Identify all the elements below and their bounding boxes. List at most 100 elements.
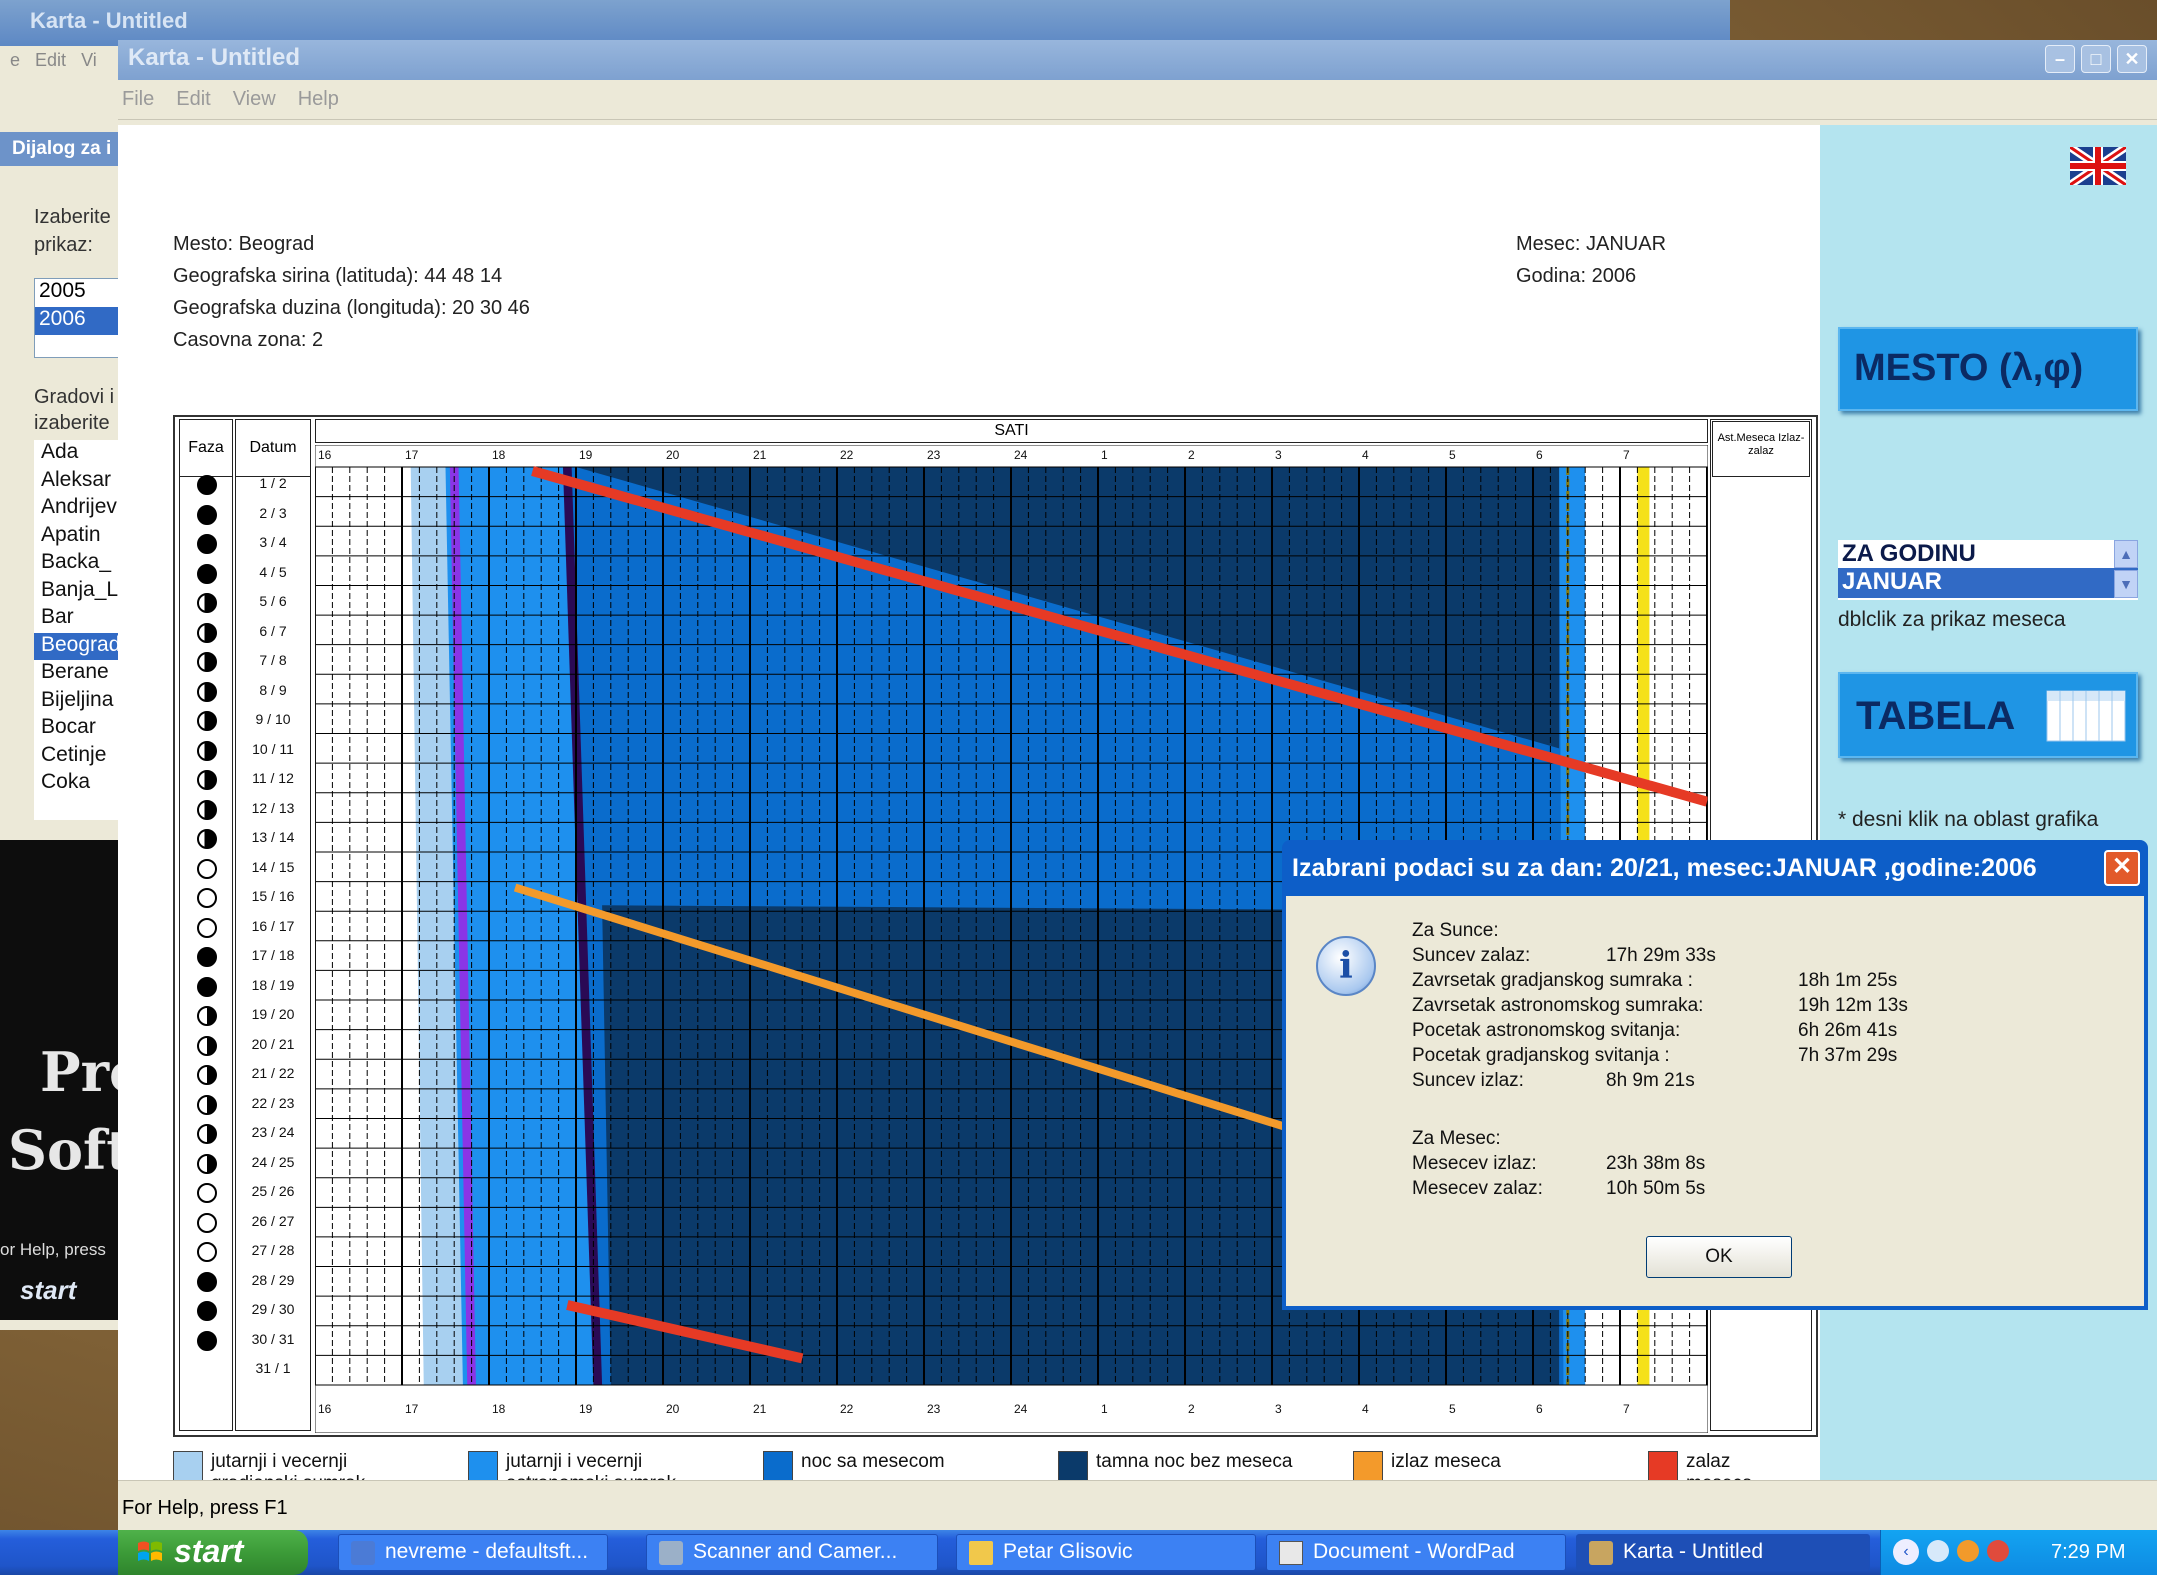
menu-edit[interactable]: Edit xyxy=(176,88,211,110)
task-scanner[interactable]: Scanner and Camer... xyxy=(646,1534,938,1571)
task-nevreme[interactable]: nevreme - defaultsft... xyxy=(338,1534,608,1571)
moon-phase-icon xyxy=(197,1065,217,1085)
city-item[interactable]: Bocar xyxy=(41,715,96,738)
background-dialog-title: Dijalog za i xyxy=(0,132,120,166)
moon-phase-icon xyxy=(197,711,217,731)
bg-menu-edit[interactable]: Edit xyxy=(35,50,67,70)
antivirus-icon[interactable] xyxy=(1957,1540,1979,1562)
task-wordpad[interactable]: Document - WordPad xyxy=(1266,1534,1566,1571)
dialog-title: Izabrani podaci su za dan: 20/21, mesec:… xyxy=(1292,854,2037,882)
taskbar: start nevreme - defaultsft... Scanner an… xyxy=(0,1530,2157,1575)
city-item[interactable]: Bar xyxy=(41,605,74,628)
scroll-down-icon[interactable]: ▼ xyxy=(2114,570,2138,598)
city-item[interactable]: Backa_ xyxy=(41,550,112,573)
menu-bar: File Edit View Help xyxy=(118,80,2157,120)
hour-tick-label: 19 xyxy=(579,1402,593,1416)
city-item[interactable]: Andrijev xyxy=(41,495,117,518)
close-icon[interactable]: ✕ xyxy=(2104,850,2140,886)
legend-label: tamna noc bez meseca xyxy=(1096,1451,1293,1472)
astro-dusk-line xyxy=(562,467,603,1385)
legend-label: izlaz meseca xyxy=(1391,1451,1501,1472)
hour-tick-label: 16 xyxy=(318,448,332,462)
zavrsetak-astronomskog-label: Zavrsetak astronomskog sumraka: xyxy=(1412,995,1704,1016)
moon-phase-icon xyxy=(197,1035,217,1056)
network-icon[interactable] xyxy=(1927,1540,1949,1562)
date-label: 14 / 15 xyxy=(251,858,295,875)
selected-data-dialog: Izabrani podaci su za dan: 20/21, mesec:… xyxy=(1282,840,2148,1310)
task-karta[interactable]: Karta - Untitled xyxy=(1576,1534,1870,1571)
menu-view[interactable]: View xyxy=(232,88,276,110)
date-label: 6 / 7 xyxy=(259,622,287,639)
minimize-icon[interactable]: – xyxy=(2045,45,2075,73)
city-list[interactable]: Ada Aleksar Andrijev Apatin Backa_ Banja… xyxy=(34,440,120,820)
city-item[interactable]: Banja_L xyxy=(41,577,119,601)
chevron-left-icon[interactable]: ‹ xyxy=(1893,1539,1919,1565)
tabela-button[interactable]: TABELA xyxy=(1838,672,2138,758)
bg-menu-file[interactable]: e xyxy=(10,50,21,70)
main-window-title: Karta - Untitled xyxy=(128,44,301,71)
city-item[interactable]: Apatin xyxy=(41,522,101,546)
moon-phase-icon xyxy=(197,534,217,554)
background-start-text: start xyxy=(20,1275,77,1305)
moon-phase-icon xyxy=(197,799,217,820)
menu-file[interactable]: File xyxy=(122,88,155,110)
year-item-2006[interactable]: 2006 xyxy=(35,307,119,335)
start-button[interactable]: start xyxy=(118,1530,308,1575)
hour-tick-label: 7 xyxy=(1623,1402,1630,1416)
task-folder[interactable]: Petar Glisovic xyxy=(956,1534,1256,1571)
date-label: 7 / 8 xyxy=(259,652,287,668)
clock[interactable]: 7:29 PM xyxy=(2051,1541,2126,1563)
pocetak-astronomskog-label: Pocetak astronomskog svitanja: xyxy=(1412,1020,1681,1041)
mesecev-izlaz-value: 23h 38m 8s xyxy=(1606,1153,1706,1174)
city-item[interactable]: Coka xyxy=(41,770,91,793)
hour-tick-label: 22 xyxy=(840,1402,854,1416)
date-label: 28 / 29 xyxy=(251,1271,295,1288)
moon-phase-icon xyxy=(197,622,217,643)
cities-label-2: izaberite xyxy=(34,412,110,434)
year-list[interactable]: 2005 2006 xyxy=(34,278,120,358)
info-mesec: Mesec: JANUAR xyxy=(1516,233,1667,255)
security-shield-icon[interactable] xyxy=(1987,1540,2009,1562)
hour-tick-label: 17 xyxy=(405,448,419,462)
date-label: 2 / 3 xyxy=(259,504,287,521)
legend-swatch xyxy=(1648,1451,1678,1481)
date-label: 9 / 10 xyxy=(255,711,291,727)
month-selector[interactable]: ZA GODINU JANUAR ▲ ▼ xyxy=(1838,540,2138,600)
moon-phase-icon xyxy=(197,1330,217,1351)
city-item[interactable]: Aleksar xyxy=(41,467,112,491)
month-option-za-godinu[interactable]: ZA GODINU xyxy=(1842,540,1976,567)
city-item[interactable]: Bijeljina xyxy=(41,687,114,711)
city-item[interactable]: Berane xyxy=(41,660,109,683)
pocetak-gradjanskog-label: Pocetak gradjanskog svitanja : xyxy=(1412,1045,1670,1066)
moon-phase-icon xyxy=(197,1006,217,1026)
month-option-januar[interactable]: JANUAR xyxy=(1838,568,2138,598)
task-label: Petar Glisovic xyxy=(1003,1540,1133,1563)
city-item[interactable]: Cetinje xyxy=(41,742,107,766)
image-viewer-icon xyxy=(351,1541,375,1565)
city-item-selected[interactable]: Beograd xyxy=(34,632,120,660)
menu-help[interactable]: Help xyxy=(297,88,339,110)
city-item[interactable]: Ada xyxy=(41,440,79,463)
folder-icon xyxy=(969,1541,993,1565)
date-label: 22 / 23 xyxy=(251,1094,295,1111)
datum-column xyxy=(235,419,311,1431)
close-icon[interactable]: ✕ xyxy=(2117,45,2147,73)
date-label: 4 / 5 xyxy=(259,563,287,580)
ok-button[interactable]: OK xyxy=(1646,1236,1792,1278)
bg-menu-view[interactable]: Vi xyxy=(81,50,97,70)
legend-swatch xyxy=(468,1451,498,1481)
date-label: 21 / 22 xyxy=(251,1065,295,1081)
info-icon: i xyxy=(1316,936,1376,996)
date-label: 1 / 2 xyxy=(259,475,287,491)
uk-flag-icon[interactable] xyxy=(2070,147,2126,185)
scroll-up-icon[interactable]: ▲ xyxy=(2114,540,2138,568)
mesto-button[interactable]: MESTO (λ,φ) xyxy=(1838,327,2138,411)
moon-phase-icon xyxy=(197,475,217,495)
maximize-icon[interactable]: □ xyxy=(2081,45,2111,73)
legend-swatch xyxy=(1058,1451,1088,1481)
hour-tick-label: 21 xyxy=(753,448,767,462)
year-item-2005[interactable]: 2005 xyxy=(39,279,86,302)
moon-phase-icon xyxy=(197,917,217,938)
hour-tick-label: 18 xyxy=(492,448,506,462)
hour-tick-label: 1 xyxy=(1101,1402,1108,1416)
